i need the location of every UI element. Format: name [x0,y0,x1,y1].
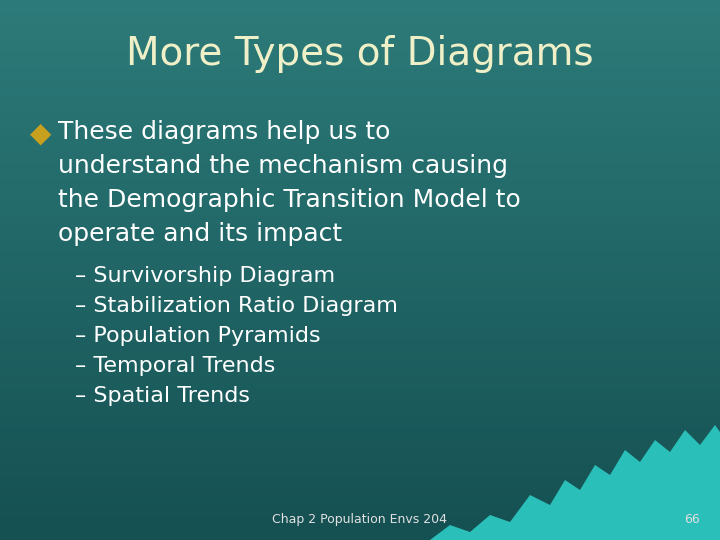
Text: – Population Pyramids: – Population Pyramids [75,326,320,346]
Polygon shape [430,425,720,540]
Text: the Demographic Transition Model to: the Demographic Transition Model to [58,188,521,212]
Text: – Survivorship Diagram: – Survivorship Diagram [75,266,335,286]
Text: understand the mechanism causing: understand the mechanism causing [58,154,508,178]
Text: 66: 66 [684,513,700,526]
Polygon shape [520,440,720,540]
Text: – Temporal Trends: – Temporal Trends [75,356,275,376]
Text: More Types of Diagrams: More Types of Diagrams [126,35,594,73]
Text: These diagrams help us to: These diagrams help us to [58,120,390,144]
Text: Chap 2 Population Envs 204: Chap 2 Population Envs 204 [272,513,448,526]
Text: operate and its impact: operate and its impact [58,222,342,246]
Text: ◆: ◆ [30,120,51,148]
Text: – Spatial Trends: – Spatial Trends [75,386,250,406]
Text: – Stabilization Ratio Diagram: – Stabilization Ratio Diagram [75,296,398,316]
